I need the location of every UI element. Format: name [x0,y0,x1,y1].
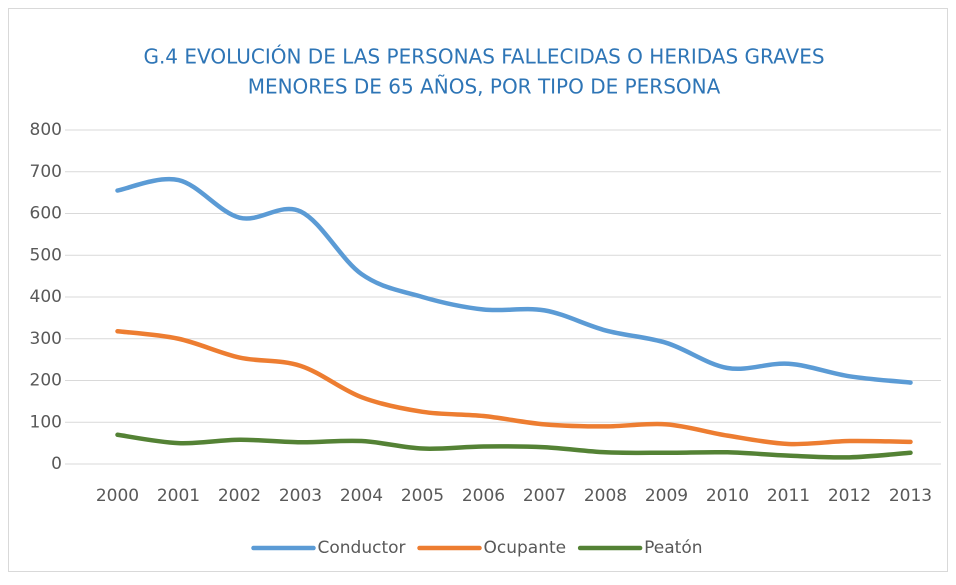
y-tick-label: 300 [30,329,62,349]
chart-title: G.4 EVOLUCIÓN DE LAS PERSONAS FALLECIDAS… [143,45,824,69]
x-tick-label: 2009 [645,486,688,506]
y-tick-label: 600 [30,204,62,224]
x-tick-label: 2007 [523,486,566,506]
x-tick-label: 2002 [218,486,261,506]
y-tick-label: 100 [30,412,62,432]
y-tick-label: 700 [30,162,62,182]
series-line [115,176,913,385]
x-tick-label: 2000 [96,486,139,506]
x-tick-label: 2006 [462,486,505,506]
legend-label: Conductor [318,538,406,558]
series-line [115,432,913,460]
legend-label: Ocupante [484,538,567,558]
x-tick-label: 2008 [584,486,627,506]
x-tick-label: 2012 [828,486,871,506]
x-tick-label: 2001 [157,486,200,506]
chart-border [8,8,948,572]
x-tick-label: 2011 [767,486,810,506]
x-tick-label: 2010 [706,486,749,506]
x-tick-label: 2005 [401,486,444,506]
y-tick-label: 400 [30,287,62,307]
y-tick-label: 200 [30,371,62,391]
y-tick-label: 0 [51,454,62,474]
chart-title: MENORES DE 65 AÑOS, POR TIPO DE PERSONA [248,75,721,99]
x-tick-label: 2003 [279,486,322,506]
x-tick-label: 2013 [889,486,932,506]
y-tick-label: 500 [30,245,62,265]
legend-label: Peatón [644,538,702,558]
x-tick-label: 2004 [340,486,383,506]
series-line [115,328,913,447]
y-tick-label: 800 [30,120,62,140]
